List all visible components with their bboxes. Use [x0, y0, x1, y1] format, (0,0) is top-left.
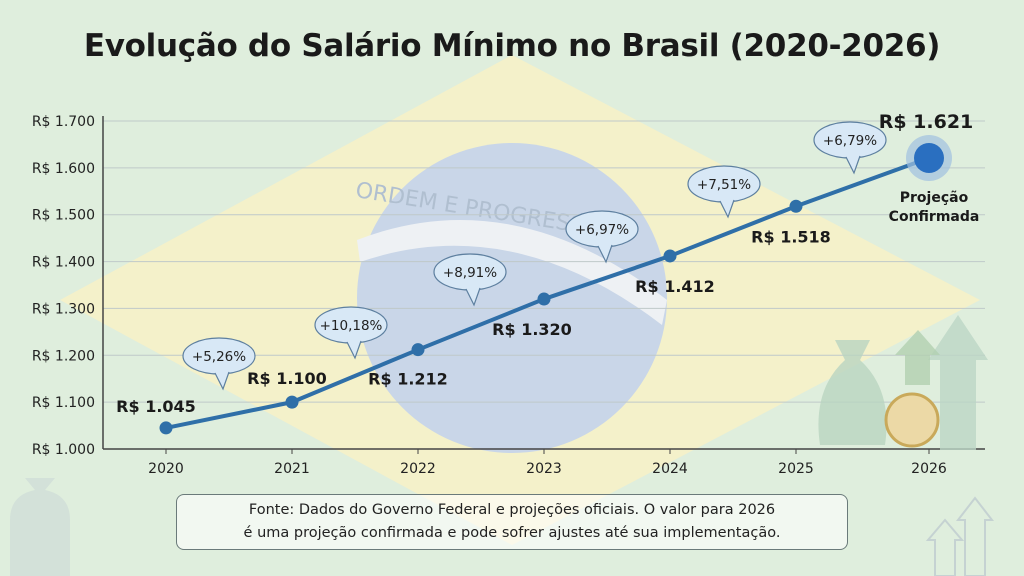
data-point — [537, 292, 551, 306]
x-tick-label: 2023 — [526, 461, 562, 477]
value-label: R$ 1.412 — [635, 277, 715, 296]
source-note-line2: é uma projeção confirmada e pode sofrer … — [243, 525, 781, 541]
data-point — [663, 249, 677, 263]
y-tick-label: R$ 1.000 — [32, 442, 95, 458]
x-tick-label: 2026 — [911, 461, 947, 477]
chart-title: Evolução do Salário Mínimo no Brasil (20… — [83, 28, 941, 64]
growth-label: +6,79% — [823, 133, 877, 149]
bubble-tail — [845, 155, 861, 175]
bubble-tail — [719, 199, 735, 219]
value-label: R$ 1.518 — [751, 227, 831, 246]
value-label: R$ 1.100 — [247, 369, 327, 388]
bubble-tail — [465, 287, 481, 307]
x-tick-label: 2024 — [652, 461, 688, 477]
x-tick-label: 2021 — [274, 461, 310, 477]
value-label: R$ 1.621 — [879, 111, 974, 133]
x-tick-label: 2022 — [400, 461, 436, 477]
money-bag-icon — [818, 340, 887, 445]
money-bag-icon — [10, 478, 70, 576]
y-tick-label: R$ 1.500 — [32, 208, 95, 224]
arrow-up-icon — [928, 315, 988, 450]
value-label: R$ 1.320 — [492, 320, 572, 339]
growth-label: +10,18% — [320, 318, 383, 334]
annotation-line2: Confirmada — [889, 209, 980, 225]
source-note-line1: Fonte: Dados do Governo Federal e projeç… — [248, 502, 776, 518]
y-tick-label: R$ 1.400 — [32, 255, 95, 271]
x-tick-label: 2025 — [778, 461, 814, 477]
value-label: R$ 1.045 — [116, 397, 196, 416]
y-tick-label: R$ 1.600 — [32, 161, 95, 177]
arrow-up-icon — [895, 330, 940, 385]
growth-label: +6,97% — [575, 222, 629, 238]
bubble-tail — [346, 340, 362, 360]
y-tick-label: R$ 1.200 — [32, 348, 95, 364]
data-point — [159, 421, 173, 435]
data-point — [914, 143, 944, 174]
source-note: Fonte: Dados do Governo Federal e projeç… — [176, 494, 848, 550]
y-tick-label: R$ 1.300 — [32, 301, 95, 317]
data-point — [789, 199, 803, 213]
bubble-tail — [597, 244, 613, 264]
annotation-line1: Projeção — [900, 190, 969, 206]
data-point — [285, 395, 299, 409]
arrow-up-icon — [925, 496, 995, 576]
value-label: R$ 1.212 — [368, 370, 448, 389]
coin-icon — [884, 392, 940, 448]
y-tick-label: R$ 1.700 — [32, 114, 95, 130]
growth-label: +8,91% — [443, 265, 497, 281]
bubble-tail — [214, 371, 230, 391]
data-point — [411, 343, 425, 357]
growth-label: +7,51% — [697, 177, 751, 193]
y-tick-label: R$ 1.100 — [32, 395, 95, 411]
growth-label: +5,26% — [192, 349, 246, 365]
x-tick-label: 2020 — [148, 461, 184, 477]
